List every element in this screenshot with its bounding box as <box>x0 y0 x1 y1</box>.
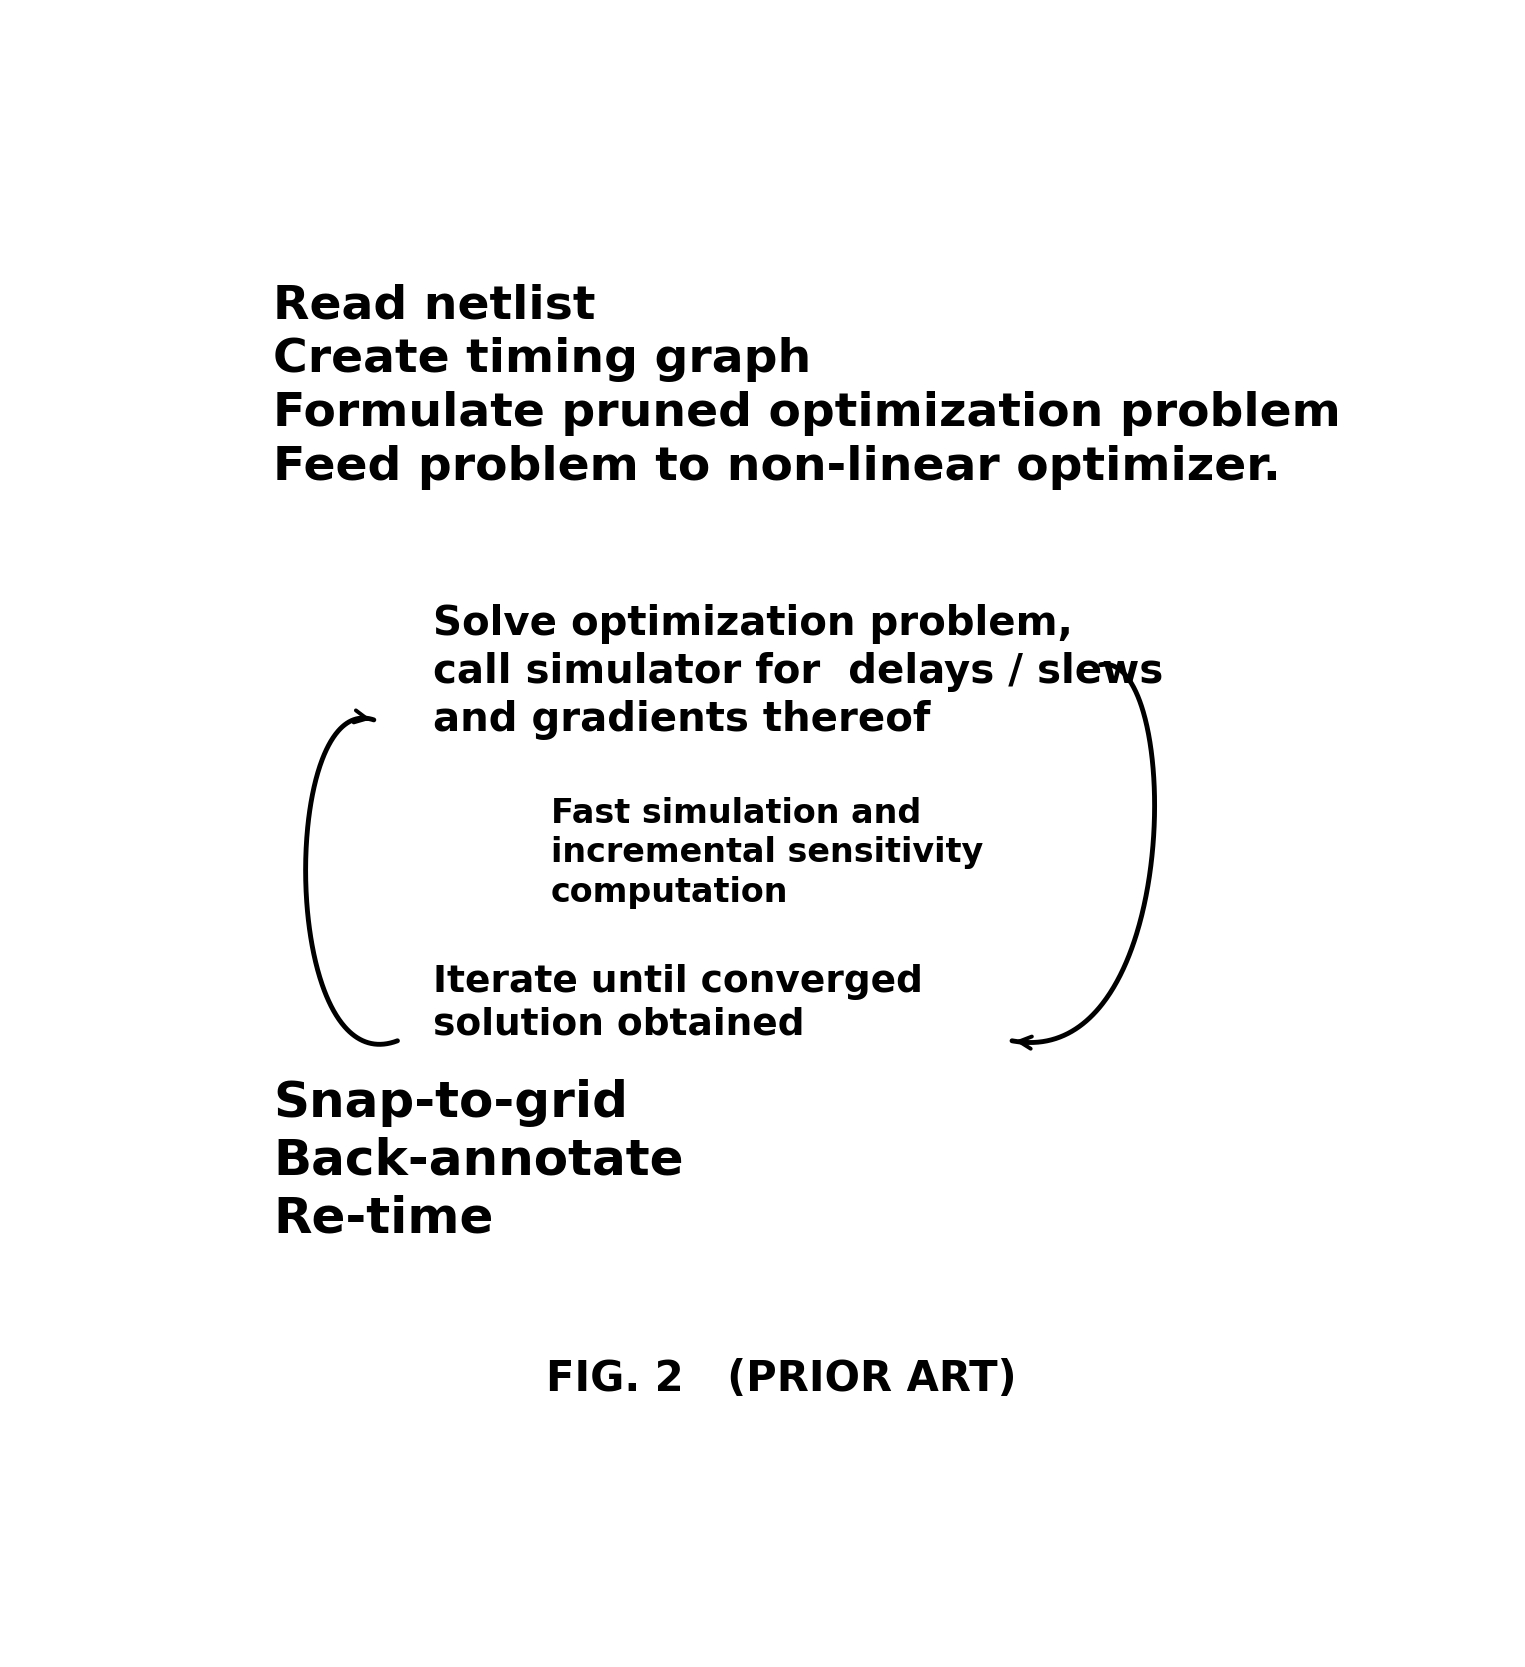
Text: FIG. 2   (PRIOR ART): FIG. 2 (PRIOR ART) <box>546 1359 1017 1400</box>
Text: Iterate until converged
solution obtained: Iterate until converged solution obtaine… <box>433 964 923 1044</box>
Text: Read netlist
Create timing graph
Formulate pruned optimization problem
Feed prob: Read netlist Create timing graph Formula… <box>273 283 1340 490</box>
Text: Solve optimization problem,
call simulator for  delays / slews
and gradients the: Solve optimization problem, call simulat… <box>433 605 1164 740</box>
Text: Snap-to-grid
Back-annotate
Re-time: Snap-to-grid Back-annotate Re-time <box>273 1079 683 1242</box>
Text: Fast simulation and
incremental sensitivity
computation: Fast simulation and incremental sensitiv… <box>551 797 984 909</box>
